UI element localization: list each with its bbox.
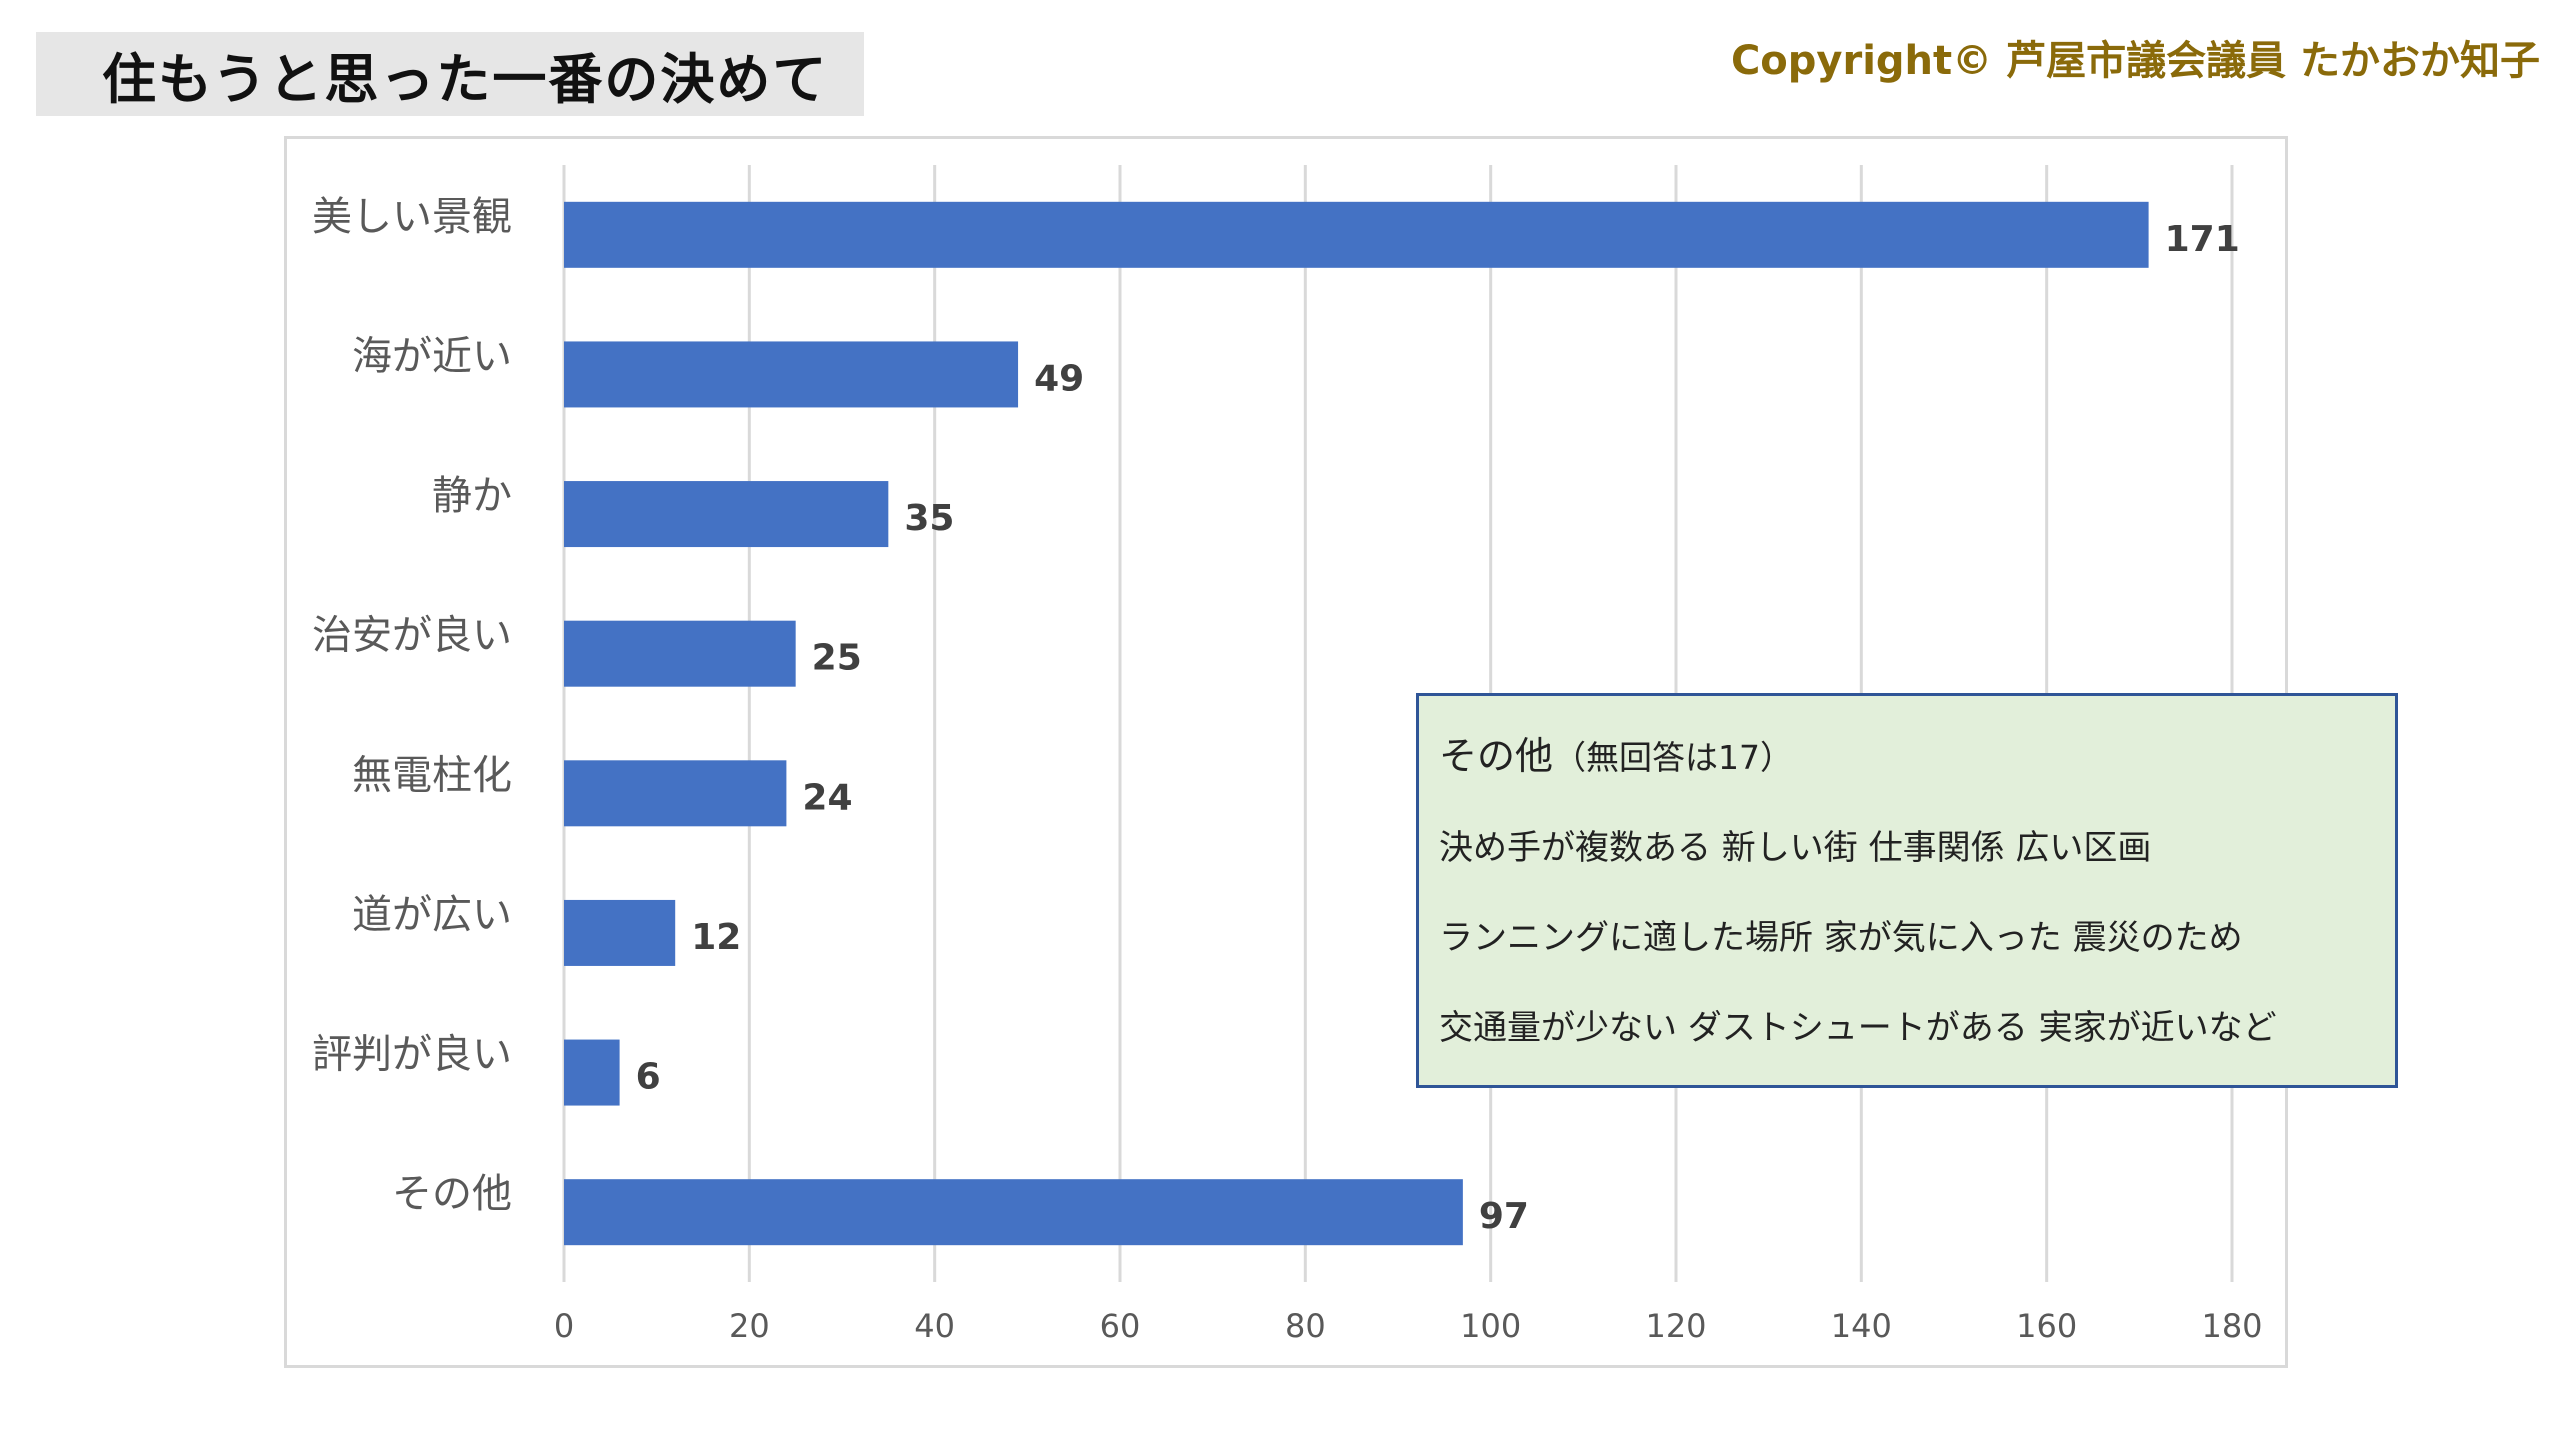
- category-label-6: 評判が良い: [312, 1032, 512, 1078]
- x-tick-label-40: 40: [914, 1307, 955, 1345]
- category-label-0: 美しい景観: [312, 194, 512, 240]
- note-title-sub: （無回答は17）: [1553, 738, 1794, 777]
- data-label-3: 25: [812, 638, 862, 679]
- bar-0: [564, 201, 2149, 268]
- data-label-0: 171: [2165, 219, 2240, 260]
- note-title: その他（無回答は17）: [1439, 734, 2395, 780]
- bar-4: [564, 760, 787, 827]
- category-label-3: 治安が良い: [312, 613, 512, 659]
- bar-5: [564, 899, 676, 966]
- other-answers-note: その他（無回答は17） 決め手が複数ある 新しい街 仕事関係 広い区画 ランニン…: [1416, 693, 2398, 1088]
- data-label-7: 97: [1479, 1196, 1529, 1237]
- x-tick-label-140: 140: [1831, 1307, 1892, 1345]
- bar-2: [564, 481, 889, 548]
- note-line-2: ランニングに適した場所 家が気に入った 震災のため: [1439, 918, 2243, 958]
- data-label-1: 49: [1034, 358, 1084, 399]
- page-title: 住もうと思った一番の決めて: [102, 47, 829, 111]
- bar-7: [564, 1179, 1463, 1246]
- category-label-7: その他: [392, 1171, 512, 1217]
- category-label-2: 静か: [432, 473, 512, 519]
- x-tick-label-180: 180: [2201, 1307, 2262, 1345]
- note-line-3: 交通量が少ない ダストシュートがある 実家が近いなど: [1439, 1008, 2277, 1048]
- data-label-6: 6: [636, 1057, 661, 1098]
- x-tick-label-80: 80: [1285, 1307, 1326, 1345]
- data-label-4: 24: [802, 777, 852, 818]
- data-label-5: 12: [691, 917, 741, 958]
- data-label-2: 35: [904, 498, 954, 539]
- x-tick-label-120: 120: [1645, 1307, 1706, 1345]
- x-tick-label-160: 160: [2016, 1307, 2077, 1345]
- x-tick-label-60: 60: [1100, 1307, 1141, 1345]
- note-line-1: 決め手が複数ある 新しい街 仕事関係 広い区画: [1439, 828, 2152, 868]
- category-label-4: 無電柱化: [352, 752, 512, 798]
- bar-1: [564, 341, 1019, 408]
- x-tick-label-20: 20: [729, 1307, 770, 1345]
- copyright-text: Copyright© 芦屋市議会議員 たかおか知子: [1730, 38, 2540, 84]
- note-title-main: その他: [1439, 734, 1554, 778]
- category-label-5: 道が広い: [352, 892, 512, 938]
- x-tick-label-0: 0: [554, 1307, 574, 1345]
- title-box: 住もうと思った一番の決めて: [36, 32, 864, 116]
- category-label-1: 海が近い: [352, 333, 512, 379]
- bar-3: [564, 620, 796, 687]
- x-tick-label-100: 100: [1460, 1307, 1521, 1345]
- bar-6: [564, 1039, 620, 1106]
